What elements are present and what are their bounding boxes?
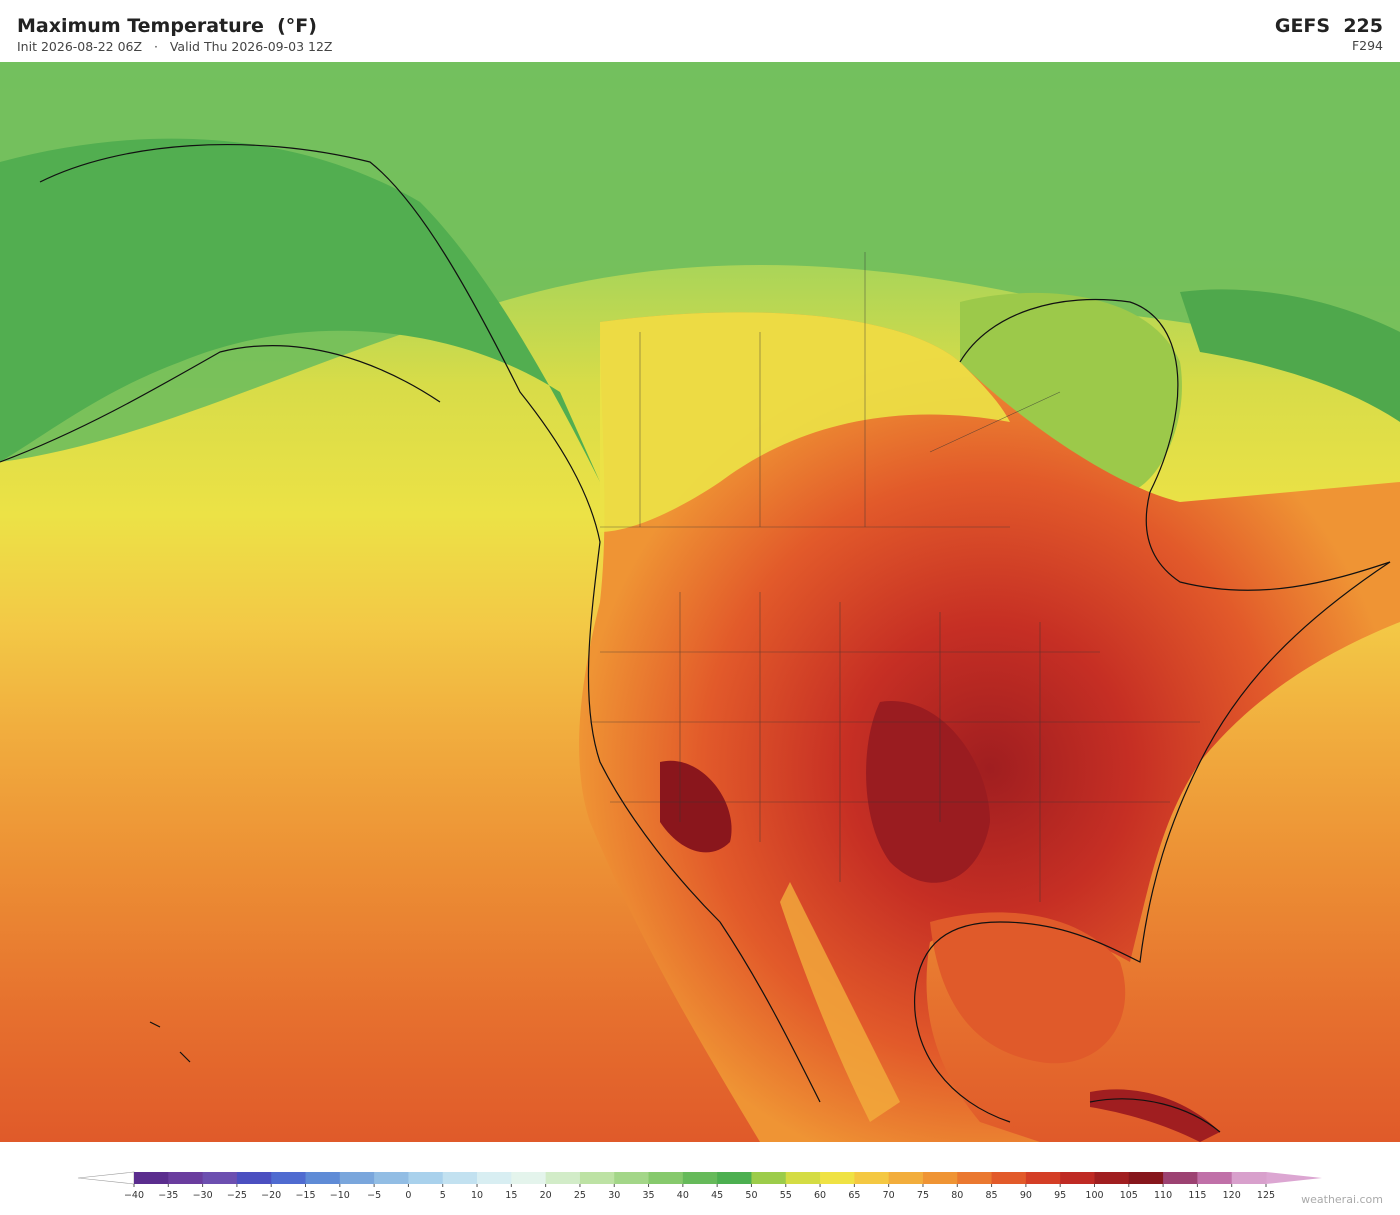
colorbar-bin [168,1172,204,1184]
colorbar-tick-label: 30 [608,1190,620,1201]
colorbar-tick-label: 10 [471,1190,483,1201]
alaska [0,138,600,482]
colorbar-tick-label: 75 [917,1190,929,1201]
colorbar-bin [1128,1172,1164,1184]
colorbar-bin [305,1172,341,1184]
colorbar-tick-label: 85 [986,1190,998,1201]
colorbar-tick-label: 110 [1154,1190,1172,1201]
colorbar-bin [957,1172,993,1184]
colorbar-tick-label: 80 [951,1190,963,1201]
colorbar-bin [134,1172,169,1184]
colorbar-under [77,1171,135,1185]
colorbar-tick-label: 40 [677,1190,689,1201]
colorbar-bin [1163,1172,1198,1184]
colorbar-bin [1094,1172,1130,1184]
canada-warm [600,312,1010,532]
desert-core [660,760,732,853]
colorbar-tick-label: −15 [295,1190,315,1201]
cold-north [0,62,1400,462]
colorbar-tick-label: 100 [1085,1190,1103,1201]
colorbar-bin [202,1172,238,1184]
colorbar-bin [1197,1172,1233,1184]
colorbar-bin [1025,1172,1061,1184]
colorbar-bin [751,1172,787,1184]
colorbar-tick-label: 125 [1257,1190,1275,1201]
mexico-plateau [780,882,900,1122]
model-name: GEFS 225 [1274,15,1383,37]
colorbar-bin [820,1172,855,1184]
colorbar-tick-label: −20 [261,1190,281,1201]
colorbar-bin [614,1172,650,1184]
colorbar-bin [579,1172,615,1184]
colorbar-tick-label: −30 [193,1190,213,1201]
colorbar-tick-label: 20 [540,1190,552,1201]
hudson-bay [960,292,1182,492]
conus-heat [579,312,1400,1142]
colorbar-tick-label: −10 [330,1190,350,1201]
colorbar-tick-label: 50 [745,1190,757,1201]
colorbar-bin [1231,1172,1267,1184]
colorbar-tick-label: 25 [574,1190,586,1201]
coastlines [0,144,1391,1133]
colorbar: −40 −35 −30 −25 −20 −15 −10 −5 0 5 10 15 20 25 30 35 40 4… [77,1171,1322,1201]
colorbar-bin [271,1172,307,1184]
colorbar-tick-label: 35 [642,1190,654,1201]
colorbar-bin [1060,1172,1095,1184]
map-title: Maximum Temperature (°F) [17,15,317,37]
colorbar-tick-label: 55 [780,1190,792,1201]
colorbar-tick-label: 65 [848,1190,860,1201]
colorbar-tick-label: 70 [883,1190,895,1201]
colorbar-bin [442,1172,478,1184]
colorbar-tick-label: 60 [814,1190,826,1201]
colorbar-bin [991,1172,1027,1184]
colorbar-tick-label: 95 [1054,1190,1066,1201]
colorbar-bin [785,1172,821,1184]
colorbar-bin [477,1172,512,1184]
forecast-hour: F294 [1351,38,1383,53]
cuba [1090,1089,1220,1142]
gulf [930,912,1126,1064]
colorbar-bin [682,1172,718,1184]
colorbar-tick-label: 120 [1223,1190,1241,1201]
colorbar-tick-label: −35 [158,1190,178,1201]
colorbar-bin [408,1172,444,1184]
borders [590,252,1200,902]
colorbar-tick-label: 0 [405,1190,411,1201]
colorbar-tick-label: 45 [711,1190,723,1201]
colorbar-tick-label: 115 [1188,1190,1206,1201]
colorbar-tick-label: 105 [1120,1190,1138,1201]
watermark: weatherai.com [1301,1193,1383,1206]
colorbar-bin [922,1172,958,1184]
colorbar-bin [854,1172,890,1184]
texas-core [866,701,990,883]
colorbar-tick-label: 15 [505,1190,517,1201]
colorbar-bin [648,1172,684,1184]
colorbar-tick-label: −25 [227,1190,247,1201]
colorbar-bin [545,1172,581,1184]
colorbar-tick-label: 5 [440,1190,446,1201]
colorbar-bin [511,1172,547,1184]
colorbar-bin [717,1172,752,1184]
map-subtitle: Init 2026-08-22 06Z · Valid Thu 2026-09-… [17,39,333,54]
colorbar-tick-label: 90 [1020,1190,1032,1201]
colorbar-bin [236,1172,272,1184]
colorbar-tick-label: −5 [367,1190,381,1201]
colorbar-tick-label: −40 [124,1190,144,1201]
colorbar-over [1266,1172,1322,1184]
map [0,62,1400,1142]
colorbar-bin [888,1172,924,1184]
labrador [1180,289,1400,422]
colorbar-bin [374,1172,409,1184]
colorbar-bin [339,1172,375,1184]
